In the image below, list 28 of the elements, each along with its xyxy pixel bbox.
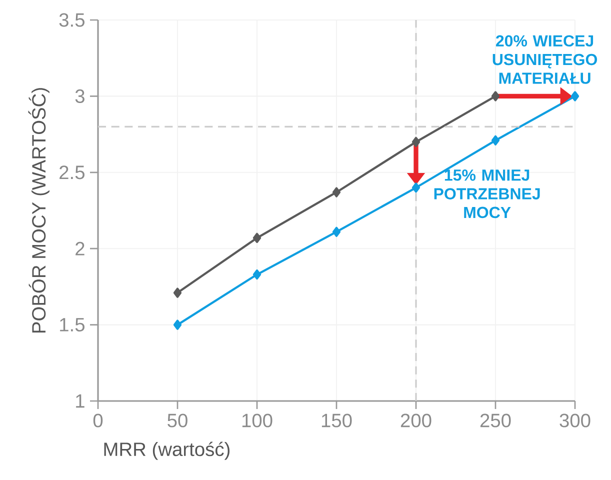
x-tick-label: 200 [400, 414, 432, 428]
x-tick-label: 50 [168, 414, 188, 428]
point [491, 91, 500, 102]
annotation: 15% MNIEJ POTRZEBNEJ MOCY [434, 170, 540, 218]
x-tick-label: 150 [322, 414, 352, 428]
point [491, 135, 500, 146]
y-axis-title: POBÓR MOCY (WARTOŚĆ) [28, 88, 50, 332]
y-tick-label: 1 [76, 394, 84, 408]
point [252, 269, 262, 280]
point [173, 320, 182, 330]
x-tick-label: 100 [242, 414, 272, 428]
y-tick-label: 2 [76, 242, 84, 256]
point [173, 288, 182, 298]
point [570, 91, 580, 102]
y-tick-label: 1.5 [60, 318, 84, 332]
point [332, 187, 341, 198]
x-tick-label: 0 [93, 414, 103, 428]
point [332, 226, 341, 237]
point [252, 232, 262, 243]
point [412, 136, 420, 147]
point [412, 182, 420, 193]
x-tick-label: 300 [560, 414, 590, 428]
annotation: 20% WIECEJ USUNIĘTEGO MATERIAŁU [492, 35, 598, 84]
x-axis-title: MRR (wartość) [104, 442, 230, 460]
y-tick-label: 2.5 [60, 166, 84, 180]
x-tick-label: 250 [480, 414, 511, 428]
y-tick-label: 3 [75, 89, 84, 103]
y-tick-label: 3.5 [59, 13, 84, 27]
